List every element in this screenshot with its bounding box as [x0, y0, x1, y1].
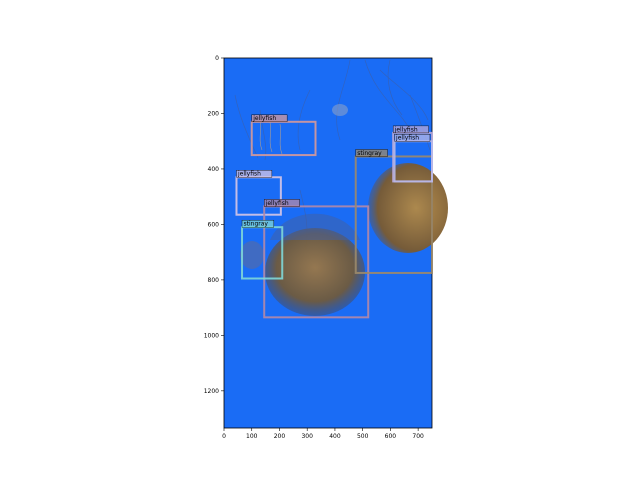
y-tick-label: 200: [208, 110, 220, 117]
box-label-background: [355, 149, 388, 157]
y-tick-label: 400: [208, 166, 220, 173]
box-label-background: [241, 219, 275, 228]
y-tick-label: 1200: [204, 388, 219, 395]
y-tick-label: 0: [215, 55, 219, 62]
box-label-background: [392, 125, 429, 134]
x-tick-label: 500: [357, 433, 369, 440]
tentacle-strands: [234, 59, 431, 251]
y-tick-label: 800: [208, 277, 220, 284]
box-label: stingray: [357, 150, 382, 157]
box-label: jellyfish: [237, 171, 261, 178]
box-label: jellyfish: [265, 200, 289, 207]
detection-jellyfish: jellyfish: [393, 134, 433, 183]
detection-jellyfish: jellyfish: [250, 114, 317, 157]
photo-image: [224, 58, 448, 428]
box-label-background: [394, 134, 431, 142]
detection-stingray: stingray: [241, 219, 284, 280]
x-tick-label: 200: [274, 433, 286, 440]
detection-jellyfish: jellyfish: [263, 199, 370, 319]
x-tick-label: 0: [222, 433, 226, 440]
x-tick-label: 600: [385, 433, 397, 440]
y-tick-label: 600: [208, 221, 220, 228]
box-label-background: [251, 114, 288, 122]
box-label: stingray: [244, 221, 269, 228]
x-tick-label: 400: [329, 433, 341, 440]
detection-boxes: jellyfish jellyfish jellyfish stingray sting…: [235, 114, 434, 319]
detection-jellyfish: jellyfish: [235, 170, 282, 216]
y-axis-ticks: 0 200 400 600 800 1000 1200: [204, 55, 224, 395]
box-label: jellyfish: [252, 115, 276, 122]
x-tick-label: 100: [246, 433, 258, 440]
box-label-background: [264, 199, 300, 207]
y-tick-label: 1000: [204, 332, 219, 339]
box-label: jellyfish: [395, 135, 419, 142]
bounding-box: [263, 205, 370, 319]
x-axis-ticks: 0 100 200 300 400 500 600 700: [222, 428, 424, 440]
x-tick-label: 700: [412, 433, 424, 440]
box-label: jellyfish: [394, 126, 418, 133]
box-label-background: [236, 170, 273, 178]
x-tick-label: 300: [301, 433, 313, 440]
